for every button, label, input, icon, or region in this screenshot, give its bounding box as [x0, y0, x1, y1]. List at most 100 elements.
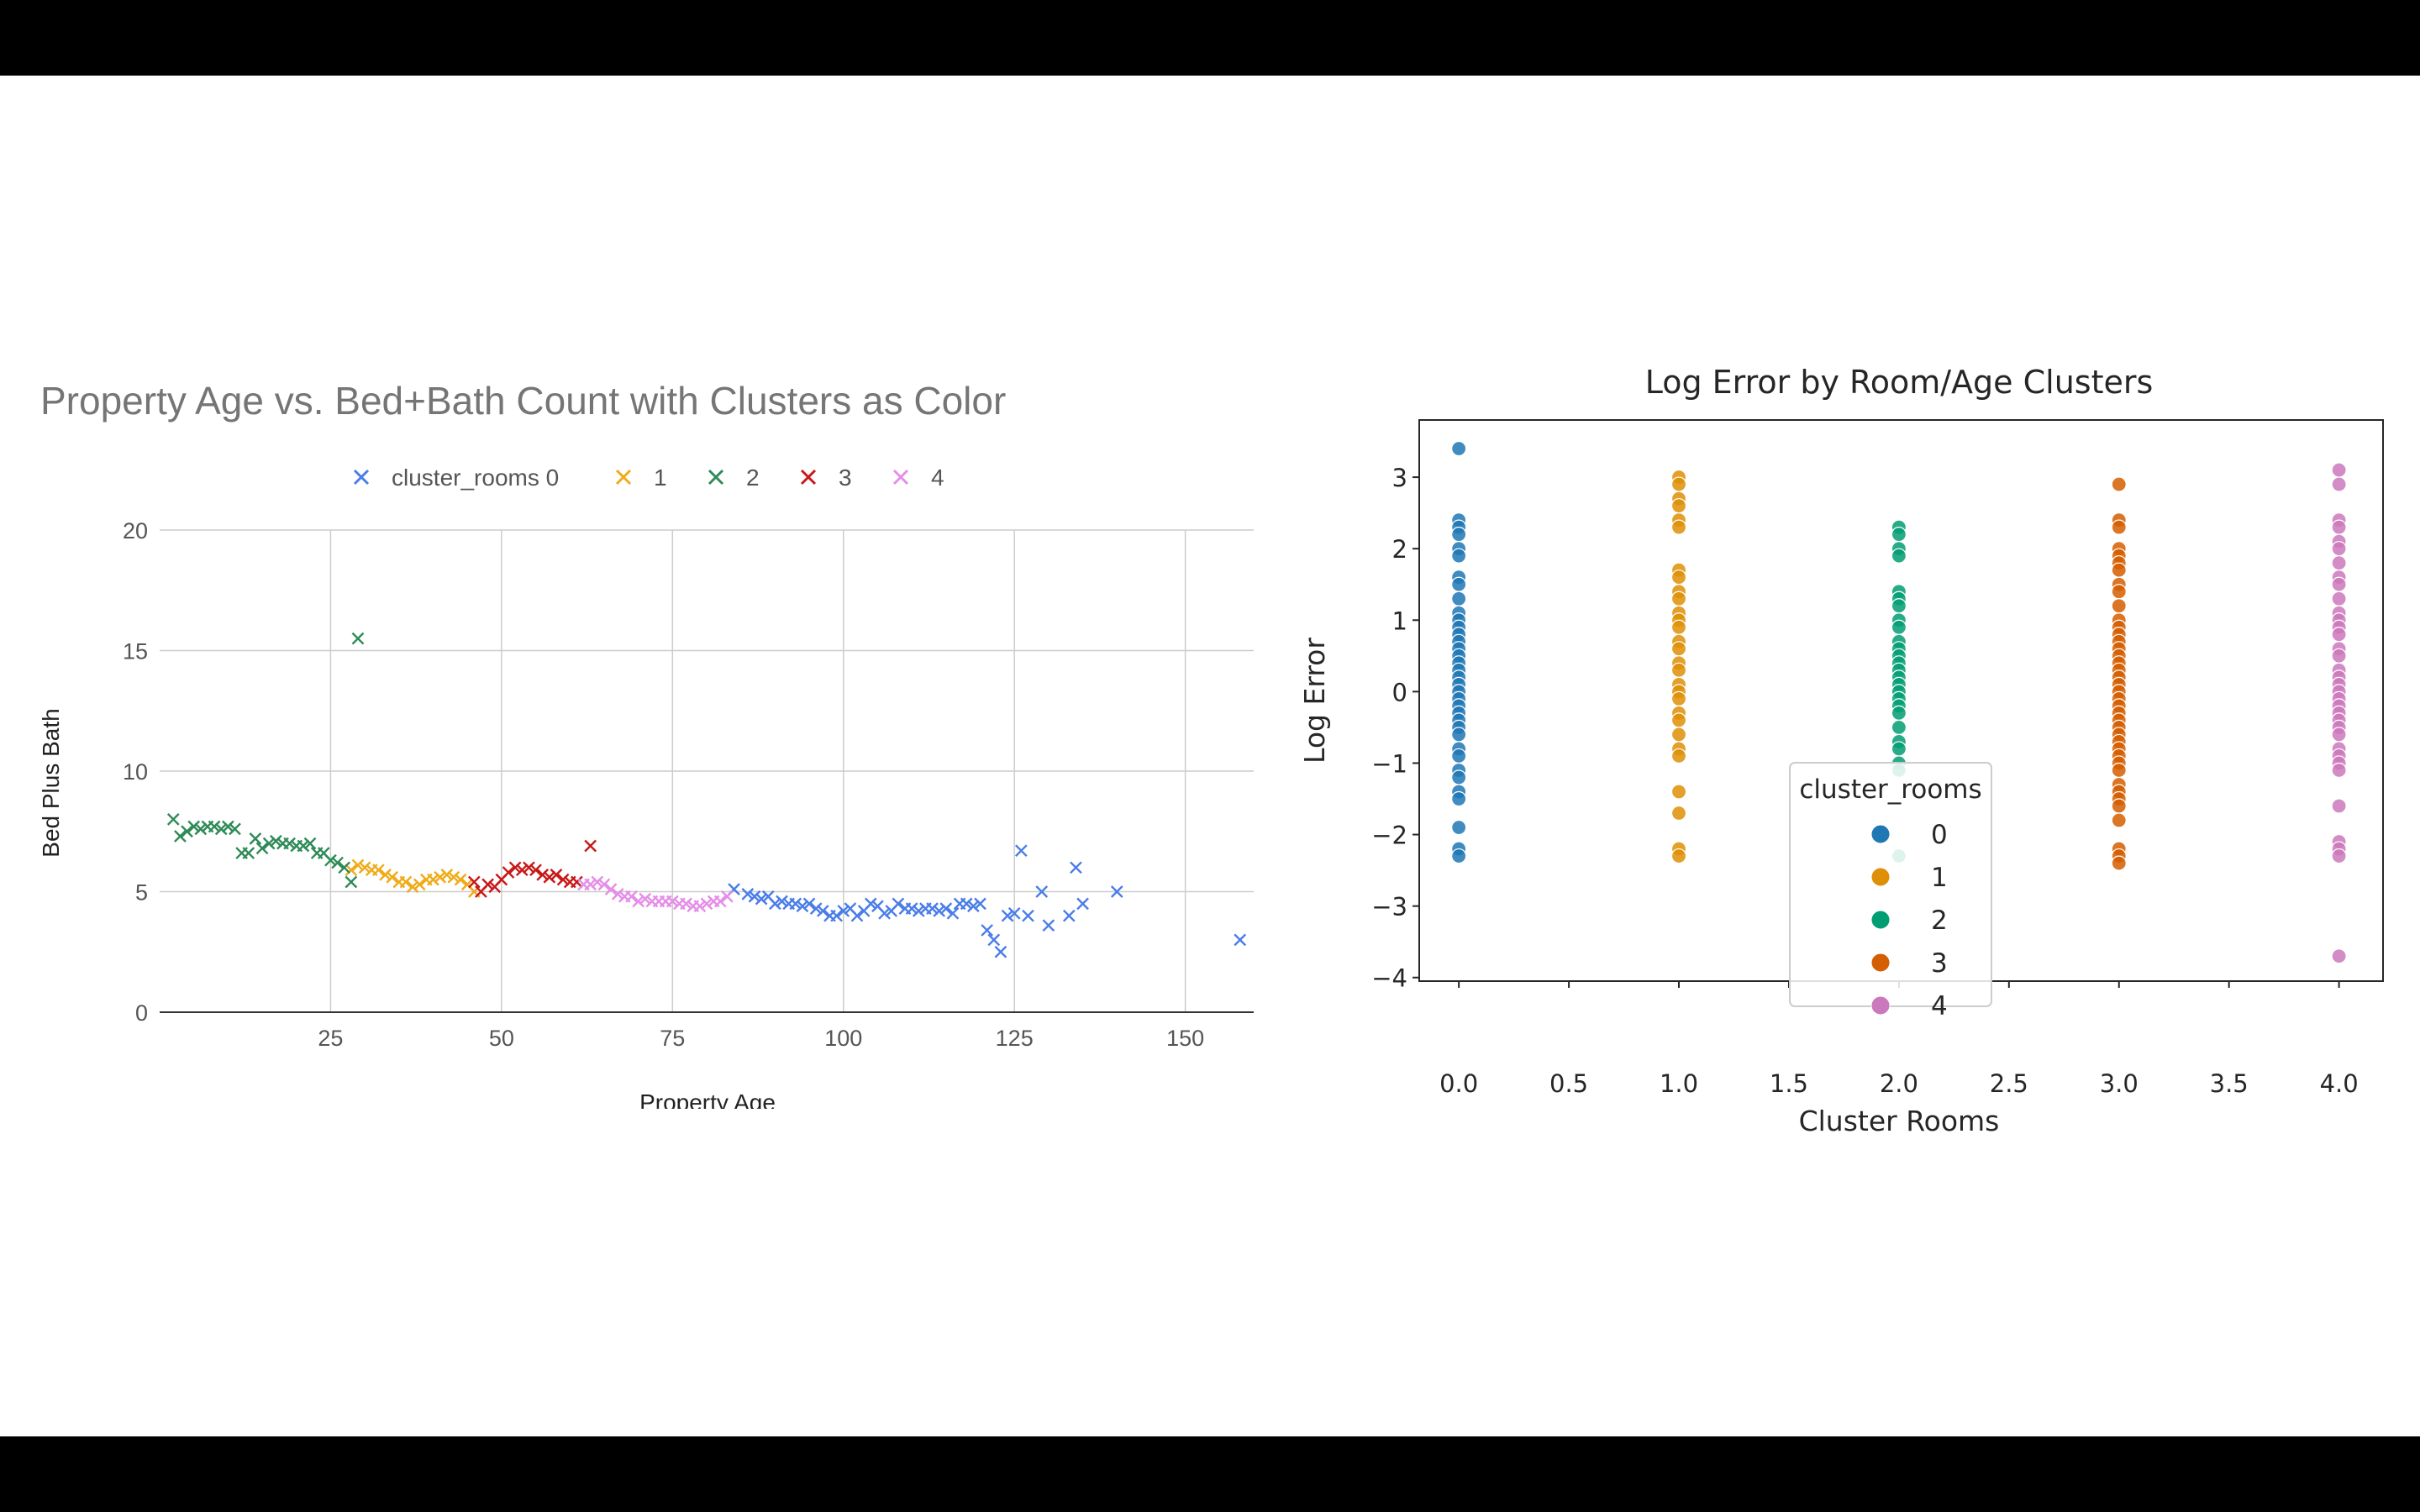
- data-point-series-0: [878, 906, 891, 920]
- data-point-series-0: [926, 902, 939, 915]
- data-point-series-4: [584, 878, 597, 891]
- y-tick-label: −2: [1371, 822, 1407, 850]
- data-point-series-0: [816, 905, 829, 917]
- data-point-series-3: [515, 864, 529, 877]
- data-point-series-3: [550, 869, 563, 881]
- data-point-series-4: [2331, 476, 2347, 492]
- legend-item-0: cluster_rooms 0: [353, 465, 559, 491]
- data-point-series-2: [1891, 719, 1907, 736]
- data-point-series-1: [1670, 727, 1687, 743]
- legend-label: 3: [1931, 948, 1948, 979]
- data-point-series-4: [693, 900, 707, 913]
- data-point-series-2: [242, 847, 255, 859]
- chart-legend: cluster_rooms 0 1 2 3 4: [1789, 762, 1992, 1021]
- data-point-series-2: [1891, 548, 1907, 564]
- legend-label: 4: [931, 465, 944, 491]
- data-point-series-0: [987, 933, 1001, 947]
- bottom-letterbox-bar: [0, 1436, 2420, 1512]
- data-point-series-2: [194, 822, 208, 836]
- data-point-series-3: [2111, 798, 2127, 814]
- data-point-series-0: [741, 888, 755, 900]
- data-point-series-3: [2111, 519, 2127, 535]
- y-tick-label: 15: [123, 639, 148, 664]
- data-point-series-1: [345, 864, 358, 877]
- legend-item-3: 3: [800, 465, 852, 491]
- data-point-series-4: [2331, 798, 2347, 814]
- data-point-series-3: [556, 873, 570, 886]
- x-tick-label: 0.0: [1439, 1069, 1478, 1098]
- data-point-series-1: [1670, 619, 1687, 635]
- data-point-series-3: [2111, 812, 2127, 828]
- data-point-series-3: [2111, 584, 2127, 600]
- legend-item-4: 4: [1870, 991, 1948, 1021]
- data-point-series-1: [1670, 690, 1687, 706]
- data-point-series-0: [981, 924, 993, 937]
- data-point-series-4: [680, 897, 692, 911]
- x-tick-label: 100: [824, 1026, 862, 1051]
- data-point-series-2: [166, 813, 180, 826]
- data-point-series-0: [1451, 769, 1467, 785]
- data-point-series-4: [2331, 591, 2347, 606]
- legend-marker: [1870, 824, 1891, 844]
- data-point-series-1: [1670, 591, 1687, 606]
- data-point-series-1: [440, 869, 454, 881]
- data-point-series-4: [597, 878, 611, 891]
- data-point-series-2: [214, 822, 228, 836]
- x-tick-label: 3.5: [2210, 1069, 2249, 1098]
- legend-label: 2: [1931, 906, 1948, 936]
- data-point-series-4: [2331, 648, 2347, 664]
- data-point-series-3: [481, 878, 494, 891]
- legend-item-2: 2: [1870, 906, 1948, 936]
- data-point-series-1: [434, 870, 446, 884]
- data-point-series-4: [713, 895, 727, 908]
- data-point-series-0: [994, 945, 1007, 958]
- data-point-series-4: [721, 890, 734, 903]
- data-point-series-0: [1451, 748, 1467, 764]
- data-point-series-0: [1451, 819, 1467, 836]
- data-point-series-4: [2331, 727, 2347, 743]
- data-point-series-2: [331, 856, 344, 869]
- data-point-series-3: [529, 864, 542, 877]
- x-tick-label: 75: [660, 1026, 685, 1051]
- data-point-series-2: [1891, 741, 1907, 757]
- data-point-series-4: [2331, 848, 2347, 864]
- data-point-series-0: [1042, 919, 1055, 932]
- x-tick-label: 25: [318, 1026, 343, 1051]
- data-point-series-0: [1035, 885, 1049, 898]
- data-point-series-0: [850, 909, 864, 922]
- y-tick-label: −3: [1371, 893, 1407, 921]
- data-point-series-0: [830, 909, 843, 922]
- data-point-series-2: [222, 820, 234, 833]
- x-tick-label: 150: [1166, 1026, 1204, 1051]
- data-point-series-4: [2331, 519, 2347, 535]
- data-point-series-0: [939, 902, 953, 915]
- data-point-series-2: [1891, 598, 1907, 614]
- data-point-series-0: [1076, 897, 1089, 911]
- legend-marker: [1870, 867, 1891, 887]
- data-point-series-0: [1007, 906, 1021, 920]
- data-point-series-2: [1891, 705, 1907, 721]
- y-tick-label: 10: [123, 759, 148, 785]
- y-tick-label: 0: [135, 1000, 148, 1026]
- data-point-series-3: [502, 866, 515, 879]
- data-point-series-0: [809, 902, 823, 915]
- legend-item-4: 4: [892, 465, 944, 491]
- data-point-series-0: [1451, 576, 1467, 592]
- data-point-series-0: [892, 897, 905, 911]
- data-point-series-0: [864, 897, 877, 911]
- data-point-series-3: [467, 875, 481, 889]
- data-point-series-4: [666, 895, 679, 908]
- data-point-series-4: [2331, 541, 2347, 557]
- y-axis-label: Bed Plus Bath: [38, 708, 64, 857]
- y-axis-label: Log Error: [1298, 638, 1331, 764]
- data-point-series-3: [571, 875, 583, 889]
- x-axis-label: Cluster Rooms: [1799, 1105, 2000, 1137]
- data-point-series-4: [2331, 948, 2347, 964]
- data-point-series-0: [837, 905, 850, 917]
- data-point-series-0: [946, 906, 960, 920]
- data-point-series-2: [249, 832, 262, 845]
- data-point-series-1: [351, 858, 365, 872]
- data-point-series-2: [181, 825, 193, 838]
- legend-marker: [1870, 953, 1891, 973]
- data-point-series-1: [406, 880, 419, 894]
